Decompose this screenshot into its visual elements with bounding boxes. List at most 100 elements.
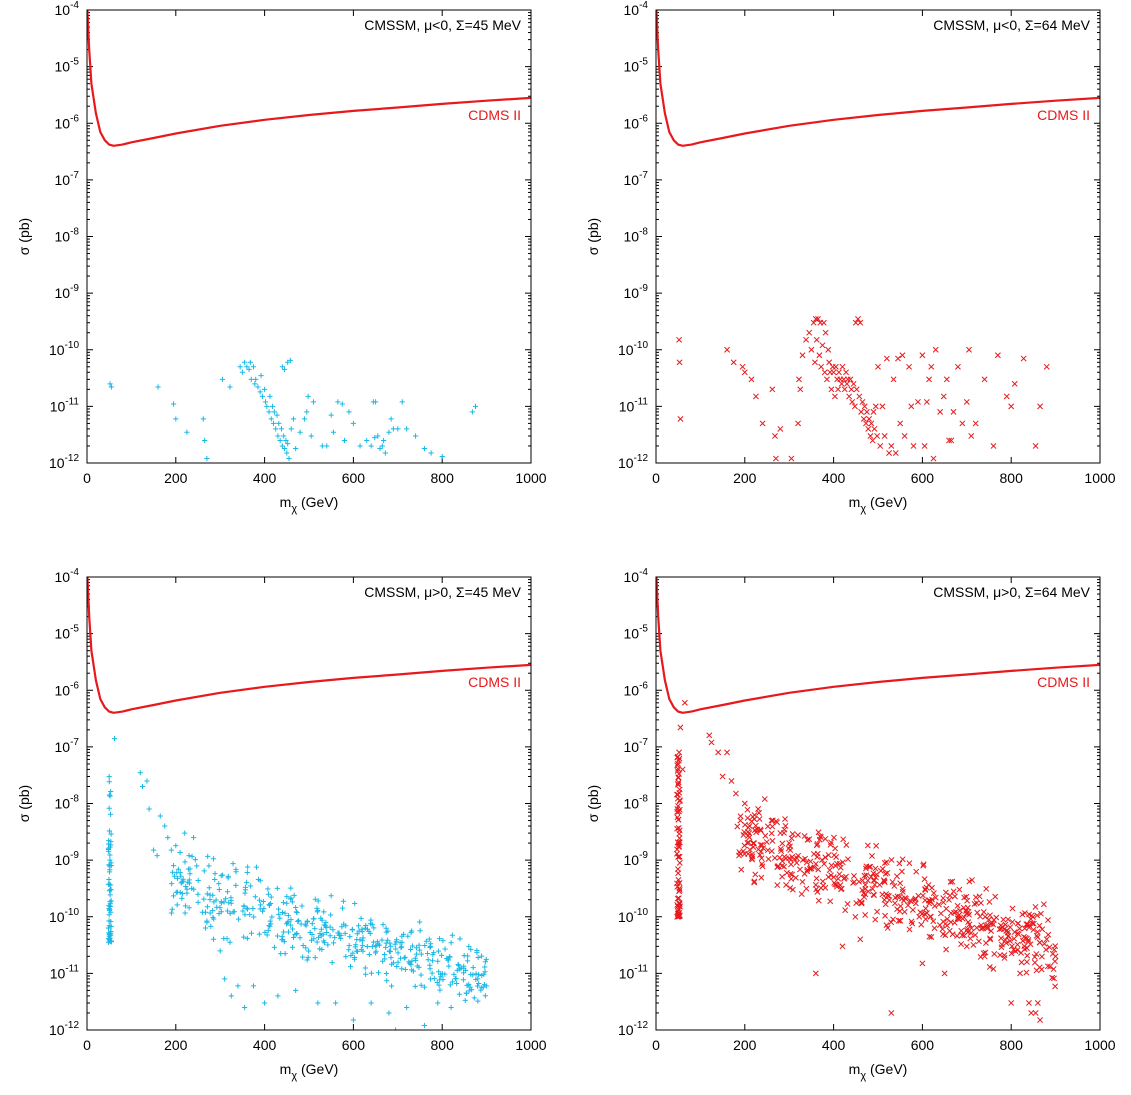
data-point [992, 893, 999, 900]
data-point [799, 878, 806, 885]
data-point [997, 952, 1004, 959]
data-point [843, 842, 850, 848]
data-point [1005, 932, 1012, 939]
data-point [1014, 930, 1021, 937]
data-point [280, 929, 287, 935]
cdms-limit-curve [656, 10, 1100, 147]
data-point [922, 905, 929, 912]
data-point [917, 909, 924, 916]
data-point [894, 873, 900, 880]
data-point [769, 823, 776, 830]
data-point [375, 941, 381, 947]
data-point [803, 859, 810, 866]
data-point [107, 852, 113, 858]
data-point [859, 877, 866, 884]
data-point [298, 921, 304, 927]
data-point [1007, 937, 1013, 944]
data-point [920, 861, 927, 868]
data-point [170, 863, 177, 869]
data-point [744, 815, 751, 821]
data-point [796, 376, 802, 383]
panel-annotation: CMSSM, μ<0, Σ=64 MeV [933, 17, 1090, 33]
data-point [861, 872, 868, 879]
data-point [816, 352, 823, 359]
data-point [781, 863, 788, 870]
data-point [931, 903, 938, 909]
data-point [823, 376, 830, 383]
data-point [1026, 1000, 1032, 1006]
y-tick-label: 10-10 [49, 340, 79, 358]
data-point [360, 935, 366, 941]
data-point [888, 1009, 895, 1016]
data-point [291, 892, 297, 898]
data-point [827, 841, 834, 848]
data-point [285, 929, 292, 935]
data-point [837, 864, 844, 871]
data-point [797, 386, 804, 393]
x-tick-label: 400 [822, 1037, 846, 1053]
data-point [990, 921, 997, 928]
y-axis-label: σ (pb) [585, 218, 601, 255]
data-point [852, 913, 859, 920]
data-point [431, 975, 437, 982]
data-point [794, 831, 801, 838]
data-point [190, 834, 197, 841]
data-point [892, 450, 899, 456]
data-point [870, 870, 877, 877]
data-point [342, 930, 348, 937]
data-point [412, 433, 419, 439]
y-tick-label: 10-4 [624, 567, 649, 585]
data-point [478, 953, 485, 959]
data-point [940, 931, 947, 938]
data-point [859, 887, 866, 894]
data-point [949, 878, 956, 885]
data-point [844, 900, 851, 907]
x-axis-label: mχ (GeV) [280, 494, 339, 515]
data-point [1025, 937, 1032, 943]
data-point [321, 938, 327, 944]
data-point [919, 892, 926, 899]
data-point [994, 352, 1001, 359]
data-point [431, 950, 437, 956]
data-point [741, 842, 748, 849]
data-point [429, 958, 436, 964]
data-point [265, 927, 271, 933]
data-point [347, 964, 354, 970]
data-point [912, 900, 919, 907]
data-point [319, 443, 325, 449]
data-point [863, 872, 870, 879]
data-point [863, 420, 869, 427]
x-tick-label: 400 [253, 470, 277, 486]
data-point [865, 888, 872, 895]
data-point [849, 398, 856, 405]
y-tick-label: 10-9 [624, 850, 649, 868]
data-point [405, 933, 411, 939]
data-point [189, 885, 195, 891]
data-point [228, 900, 234, 906]
x-tick-label: 1000 [515, 1037, 546, 1053]
data-point [1049, 974, 1056, 981]
data-point [267, 393, 273, 400]
data-point [885, 893, 892, 899]
data-point [1046, 944, 1053, 951]
data-point [325, 942, 331, 948]
curve-label: CDMS II [1037, 674, 1090, 690]
data-point [958, 927, 965, 934]
data-point [482, 993, 488, 999]
data-point [400, 931, 407, 937]
data-point [1044, 963, 1051, 970]
data-point [482, 964, 488, 970]
data-point [919, 960, 926, 967]
data-point [233, 882, 239, 888]
data-point [859, 398, 866, 405]
data-point [271, 409, 277, 415]
data-point [926, 900, 933, 907]
data-point [457, 936, 463, 942]
x-axis-label: mχ (GeV) [849, 494, 908, 515]
data-point [758, 855, 765, 862]
data-point [860, 415, 867, 422]
data-point [235, 983, 241, 989]
data-point [789, 831, 796, 837]
data-point [888, 919, 895, 926]
data-point [385, 928, 391, 934]
